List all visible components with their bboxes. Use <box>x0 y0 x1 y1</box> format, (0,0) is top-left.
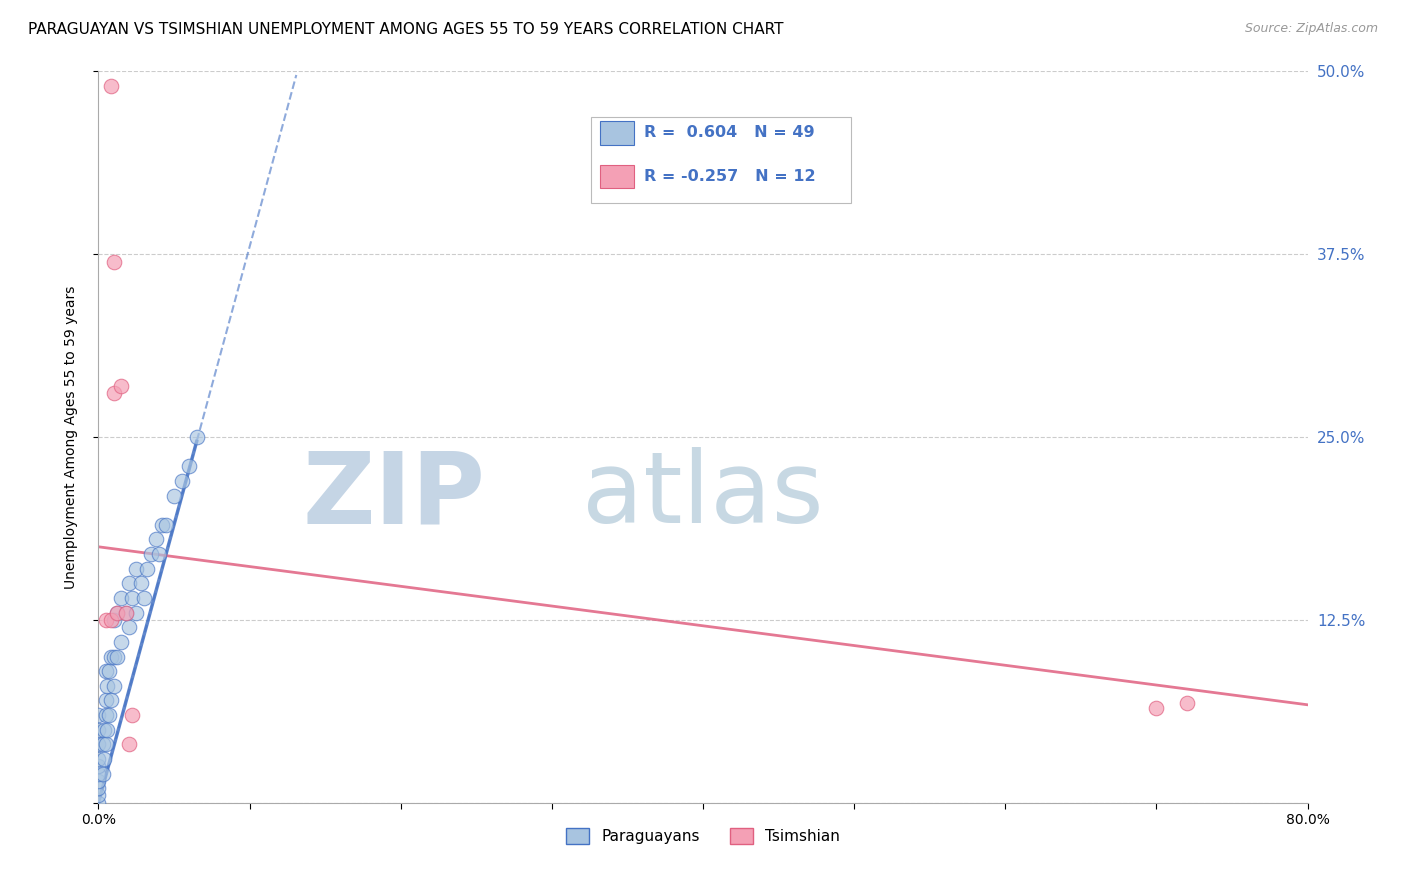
Point <box>110 379 132 393</box>
Point <box>103 613 125 627</box>
Point <box>150 517 173 532</box>
Point <box>94 737 117 751</box>
Point <box>96 723 118 737</box>
Point <box>96 679 118 693</box>
Point <box>103 649 125 664</box>
Point <box>87 723 110 737</box>
Text: Source: ZipAtlas.com: Source: ZipAtlas.com <box>1244 22 1378 36</box>
Point <box>87 789 110 803</box>
Point <box>87 752 110 766</box>
Point <box>155 517 177 532</box>
Text: atlas: atlas <box>582 447 824 544</box>
Point <box>1144 700 1167 714</box>
Point <box>87 781 110 796</box>
Point <box>98 708 121 723</box>
Point <box>125 606 148 620</box>
Point <box>103 386 125 401</box>
Point <box>100 78 122 93</box>
Point <box>121 708 143 723</box>
Point <box>114 606 136 620</box>
Point <box>135 562 157 576</box>
Point <box>87 796 110 810</box>
Point <box>118 576 141 591</box>
Point <box>94 708 117 723</box>
Point <box>170 474 193 488</box>
Point <box>1175 696 1198 710</box>
Point <box>87 773 110 788</box>
Point <box>93 723 115 737</box>
Point <box>91 737 114 751</box>
Point <box>125 562 148 576</box>
Text: R =  0.604   N = 49: R = 0.604 N = 49 <box>644 125 814 140</box>
Point <box>103 254 125 268</box>
Point <box>98 664 121 678</box>
Point <box>87 759 110 773</box>
Point <box>105 606 128 620</box>
Point <box>114 606 136 620</box>
Point <box>179 459 201 474</box>
FancyBboxPatch shape <box>600 121 634 145</box>
Y-axis label: Unemployment Among Ages 55 to 59 years: Unemployment Among Ages 55 to 59 years <box>63 285 77 589</box>
Point <box>100 649 122 664</box>
Text: R = -0.257   N = 12: R = -0.257 N = 12 <box>644 169 815 184</box>
Point <box>87 766 110 780</box>
Point <box>163 489 186 503</box>
Point <box>186 430 208 444</box>
Point <box>100 693 122 707</box>
Point <box>118 737 141 751</box>
Point <box>105 606 128 620</box>
FancyBboxPatch shape <box>600 165 634 188</box>
Point <box>94 693 117 707</box>
Text: ZIP: ZIP <box>302 447 485 544</box>
Legend: Paraguayans, Tsimshian: Paraguayans, Tsimshian <box>560 822 846 850</box>
Point <box>93 752 115 766</box>
Point <box>121 591 143 605</box>
Point <box>87 708 110 723</box>
Point <box>129 576 152 591</box>
Point <box>141 547 163 561</box>
Point <box>91 766 114 780</box>
Point <box>148 547 170 561</box>
Point <box>87 737 110 751</box>
Point <box>100 613 122 627</box>
Point <box>118 620 141 634</box>
Point <box>110 635 132 649</box>
FancyBboxPatch shape <box>591 117 851 203</box>
Point <box>94 664 117 678</box>
Text: PARAGUAYAN VS TSIMSHIAN UNEMPLOYMENT AMONG AGES 55 TO 59 YEARS CORRELATION CHART: PARAGUAYAN VS TSIMSHIAN UNEMPLOYMENT AMO… <box>28 22 783 37</box>
Point <box>94 613 117 627</box>
Point <box>110 591 132 605</box>
Point <box>132 591 155 605</box>
Point <box>145 533 167 547</box>
Point <box>105 649 128 664</box>
Point <box>103 679 125 693</box>
